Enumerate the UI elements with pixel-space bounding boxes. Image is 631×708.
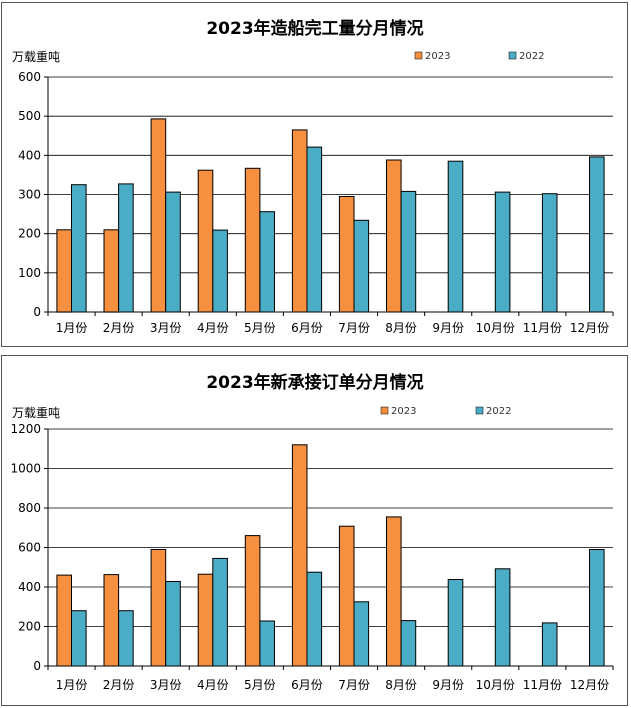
bar-2022-1 bbox=[71, 184, 87, 313]
bar-2023-4 bbox=[197, 573, 214, 667]
bar-2022-2 bbox=[118, 183, 134, 313]
x-tick-label: 6月份 bbox=[291, 678, 323, 692]
bar-2022-9 bbox=[447, 579, 464, 667]
y-tick-label: 400 bbox=[18, 580, 41, 594]
x-tick-label: 3月份 bbox=[150, 678, 182, 692]
x-tick-label: 8月份 bbox=[385, 321, 417, 335]
x-tick-label: 12月份 bbox=[570, 321, 609, 335]
x-tick-label: 9月份 bbox=[432, 321, 464, 335]
bar-2022-1 bbox=[71, 610, 87, 667]
x-tick-label: 2月份 bbox=[103, 678, 135, 692]
bar-2023-3 bbox=[150, 549, 167, 667]
bar-2023-8 bbox=[386, 159, 402, 313]
bar-2022-8 bbox=[400, 620, 417, 667]
bar-2022-8 bbox=[400, 190, 417, 313]
x-tick-label: 1月份 bbox=[56, 678, 88, 692]
x-tick-label: 1月份 bbox=[56, 321, 88, 335]
y-tick-label: 200 bbox=[18, 620, 41, 634]
x-tick-label: 2月份 bbox=[103, 321, 135, 335]
bar-2023-1 bbox=[56, 574, 73, 667]
y-tick-label: 200 bbox=[18, 227, 41, 241]
legend-swatch-2022 bbox=[475, 406, 484, 415]
x-tick-label: 10月份 bbox=[476, 321, 515, 335]
bar-2023-5 bbox=[244, 535, 261, 667]
y-tick-label: 0 bbox=[33, 305, 41, 319]
bar-2022-5 bbox=[259, 211, 275, 313]
y-tick-label: 800 bbox=[18, 501, 41, 515]
chart-title: 2023年造船完工量分月情况 bbox=[206, 18, 423, 39]
bar-2022-7 bbox=[353, 601, 370, 667]
y-tick-label: 500 bbox=[18, 109, 41, 123]
legend-label-2022: 2022 bbox=[519, 51, 544, 62]
legend-label-2023: 2023 bbox=[425, 51, 450, 62]
bar-2023-6 bbox=[291, 444, 308, 667]
bar-2023-2 bbox=[103, 229, 120, 313]
bar-2022-11 bbox=[541, 193, 558, 313]
bar-2023-7 bbox=[338, 196, 355, 313]
y-tick-label: 600 bbox=[18, 541, 41, 555]
bar-2022-3 bbox=[165, 581, 181, 667]
x-tick-label: 5月份 bbox=[244, 678, 276, 692]
legend-label-2022: 2022 bbox=[486, 406, 511, 417]
y-tick-label: 100 bbox=[18, 266, 41, 280]
bar-2023-8 bbox=[386, 516, 402, 667]
bar-2022-10 bbox=[494, 191, 511, 313]
y-tick-label: 1200 bbox=[10, 422, 41, 436]
x-tick-label: 12月份 bbox=[570, 678, 609, 692]
y-tick-label: 1000 bbox=[10, 462, 41, 476]
chart-title: 2023年新承接订单分月情况 bbox=[206, 372, 423, 393]
bar-2023-4 bbox=[197, 169, 214, 313]
x-tick-label: 11月份 bbox=[523, 678, 562, 692]
x-tick-label: 11月份 bbox=[523, 321, 562, 335]
y-tick-label: 300 bbox=[18, 188, 41, 202]
bar-2022-10 bbox=[494, 568, 511, 667]
bar-2022-2 bbox=[118, 610, 134, 667]
bar-2022-3 bbox=[165, 191, 181, 313]
bar-2022-11 bbox=[541, 622, 558, 667]
bar-2023-7 bbox=[338, 525, 355, 667]
y-tick-label: 0 bbox=[33, 659, 41, 673]
x-tick-label: 3月份 bbox=[150, 321, 182, 335]
bar-2022-9 bbox=[447, 160, 464, 313]
legend-swatch-2023 bbox=[380, 406, 389, 415]
x-tick-label: 7月份 bbox=[338, 321, 370, 335]
x-tick-label: 8月份 bbox=[385, 678, 417, 692]
x-tick-label: 5月份 bbox=[244, 321, 276, 335]
orders-chart-panel: 2023年新承接订单分月情况万载重吨 2023 2022 0 200 400 600 800 1… bbox=[1, 355, 628, 706]
bar-2022-6 bbox=[306, 571, 323, 667]
legend-swatch-2023 bbox=[414, 51, 423, 60]
bar-2022-4 bbox=[212, 229, 228, 313]
bar-2022-12 bbox=[589, 549, 605, 667]
y-axis-unit-label: 万载重吨 bbox=[12, 406, 60, 420]
bar-2022-7 bbox=[353, 219, 370, 313]
bar-2022-4 bbox=[212, 557, 228, 667]
x-tick-label: 4月份 bbox=[197, 321, 229, 335]
y-tick-label: 600 bbox=[18, 70, 41, 84]
completion-chart-panel: 2023年造船完工量分月情况万载重吨 2023 2022 0 100 200 300 400 5… bbox=[1, 2, 628, 347]
bar-2022-6 bbox=[306, 146, 323, 313]
x-tick-label: 9月份 bbox=[432, 678, 464, 692]
y-tick-label: 400 bbox=[18, 148, 41, 162]
bar-2022-5 bbox=[259, 620, 275, 667]
bar-2023-2 bbox=[103, 574, 120, 667]
bar-2022-12 bbox=[589, 156, 605, 313]
x-tick-label: 10月份 bbox=[476, 678, 515, 692]
y-axis-unit-label: 万载重吨 bbox=[12, 50, 60, 64]
bar-2023-3 bbox=[150, 118, 167, 313]
legend-swatch-2022 bbox=[508, 51, 517, 60]
bar-2023-5 bbox=[244, 167, 261, 313]
x-tick-label: 4月份 bbox=[197, 678, 229, 692]
x-tick-label: 7月份 bbox=[338, 678, 370, 692]
bar-2023-6 bbox=[291, 129, 308, 313]
x-tick-label: 6月份 bbox=[291, 321, 323, 335]
legend-label-2023: 2023 bbox=[391, 406, 416, 417]
bar-2023-1 bbox=[56, 229, 73, 313]
